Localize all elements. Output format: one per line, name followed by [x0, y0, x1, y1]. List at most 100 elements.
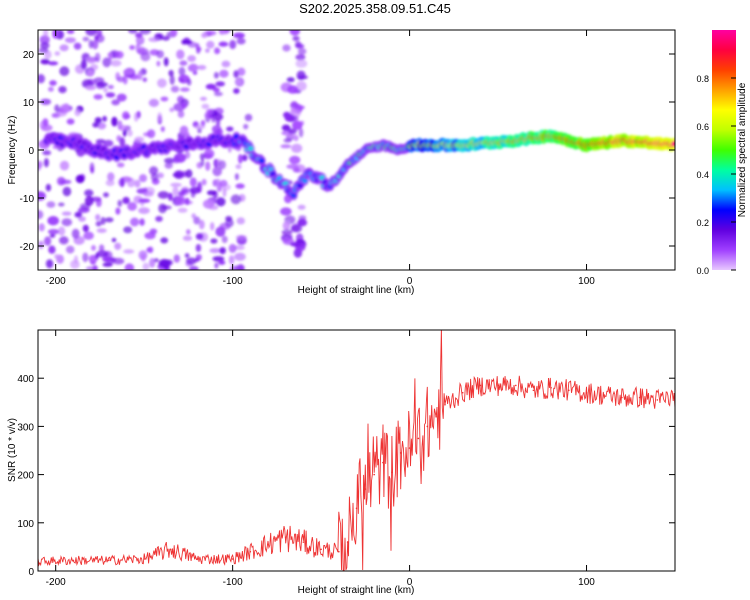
snr-xtick-label: 0	[407, 577, 413, 588]
noise-blob	[195, 43, 200, 50]
noise-blob	[167, 192, 173, 201]
noise-blob	[80, 59, 87, 70]
noise-blob	[184, 253, 190, 258]
noise-blob	[219, 179, 228, 187]
snr-data-point	[196, 558, 199, 560]
noise-blob	[216, 119, 221, 127]
noise-blob	[155, 215, 163, 222]
noise-blob	[287, 85, 299, 94]
noise-blob	[205, 108, 214, 116]
noise-blob	[137, 70, 143, 81]
snr-ytick-label: 0	[28, 567, 34, 578]
noise-blob	[96, 228, 107, 234]
noise-blob	[56, 254, 64, 264]
noise-blob	[295, 59, 308, 68]
noise-blob	[122, 74, 128, 85]
heatmap-xtick-label: 0	[407, 276, 413, 287]
snr-xlabel: Height of straight line (km)	[298, 585, 415, 596]
noise-blob	[292, 35, 300, 42]
noise-blob	[127, 202, 137, 211]
noise-blob	[138, 207, 150, 215]
noise-blob	[139, 30, 151, 35]
noise-blob	[47, 229, 60, 235]
noise-blob	[128, 30, 138, 34]
noise-blob	[45, 183, 52, 192]
noise-blob	[169, 107, 175, 113]
heatmap-ytick-label: -20	[20, 242, 35, 253]
chart-title: S202.2025.358.09.51.C45	[299, 1, 451, 16]
noise-blob	[286, 164, 299, 170]
heatmap-xlabel: Height of straight line (km)	[298, 285, 415, 296]
noise-blob	[102, 57, 112, 68]
snr-data-point	[515, 384, 517, 387]
snr-ticks: -200 -100 0 100 0 100 200 300 400	[17, 330, 675, 588]
colorbar-tick-label: 0.6	[696, 122, 709, 132]
snr-data-point	[621, 396, 623, 399]
noise-blob	[38, 240, 44, 250]
snr-data-point	[444, 403, 446, 406]
noise-blob	[244, 113, 253, 122]
noise-blob	[142, 262, 150, 270]
noise-blob	[111, 116, 118, 127]
noise-blob	[82, 252, 89, 263]
noise-blob	[94, 117, 102, 124]
noise-blob	[47, 216, 59, 226]
noise-blob	[100, 217, 106, 225]
noise-blob	[236, 217, 245, 225]
noise-blob	[235, 234, 247, 240]
noise-blob	[293, 105, 305, 110]
noise-blob	[75, 174, 85, 184]
noise-blob	[237, 67, 246, 77]
noise-blob	[84, 189, 94, 197]
snr-data-point	[426, 425, 429, 428]
noise-blob	[287, 128, 297, 134]
noise-blob	[149, 166, 159, 176]
snr-data-point	[497, 384, 499, 387]
noise-blob	[73, 42, 82, 50]
snr-data-point	[417, 437, 420, 440]
noise-blob	[90, 166, 95, 174]
noise-blob	[71, 228, 80, 239]
heatmap-frame	[37, 29, 676, 271]
noise-blob	[86, 56, 97, 64]
snr-series-line	[38, 330, 675, 571]
snr-marks	[38, 330, 675, 571]
noise-blob	[53, 112, 61, 119]
noise-blob	[149, 258, 156, 268]
noise-blob	[92, 39, 99, 50]
noise-blob	[213, 47, 220, 55]
colorbar: 0.0 0.2 0.4 0.6 0.8 Normalized spectral ampl…	[696, 30, 748, 276]
snr-data-point	[382, 461, 384, 464]
noise-blob	[40, 124, 53, 132]
noise-blob	[96, 81, 109, 88]
snr-xtick-label: -200	[46, 577, 66, 588]
snr-data-point	[399, 452, 402, 454]
noise-blob	[88, 39, 94, 49]
noise-blob	[84, 196, 94, 206]
noise-blob	[182, 235, 193, 241]
noise-blob	[111, 99, 120, 106]
noise-blob	[61, 211, 72, 216]
noise-blob	[138, 198, 151, 203]
noise-blob	[174, 195, 186, 206]
noise-blob	[200, 158, 205, 167]
noise-blob	[93, 94, 103, 100]
noise-blob	[224, 30, 229, 34]
noise-blob	[213, 91, 223, 97]
noise-blob	[238, 154, 243, 164]
noise-blob	[172, 186, 179, 197]
noise-blob	[137, 48, 149, 56]
noise-blob	[185, 257, 197, 265]
noise-blob	[110, 59, 122, 67]
noise-blob	[38, 74, 45, 84]
colorbar-tick-label: 0.8	[696, 74, 709, 84]
noise-blob	[48, 245, 56, 254]
noise-blob	[158, 259, 171, 268]
noise-blob	[195, 233, 204, 240]
noise-blob	[180, 87, 190, 92]
noise-blob	[39, 35, 50, 45]
noise-blob	[214, 262, 219, 269]
noise-blob	[95, 139, 106, 144]
snr-data-point	[284, 536, 287, 539]
